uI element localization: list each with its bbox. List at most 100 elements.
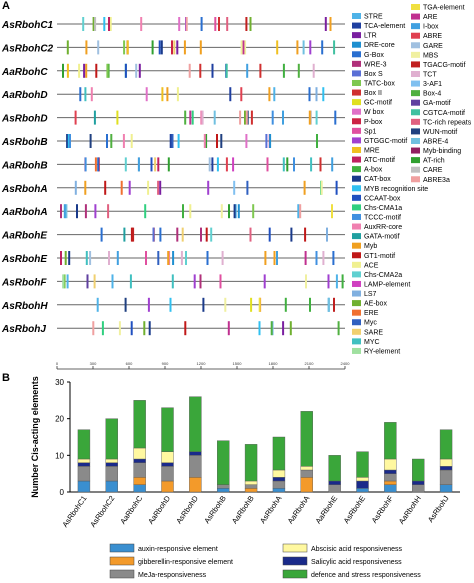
motif-mark <box>309 297 311 312</box>
legend-swatch <box>352 347 361 354</box>
motif-mark <box>185 17 188 31</box>
bar-segment <box>105 458 118 463</box>
motif-mark <box>199 40 202 55</box>
motif-mark <box>184 321 187 336</box>
motif-mark <box>310 157 313 172</box>
motif-mark <box>297 204 300 219</box>
motif-mark <box>160 40 163 55</box>
motif-mark <box>333 40 336 55</box>
legend-label: MeJa-responsiveness <box>138 572 207 579</box>
bar-segment <box>133 484 146 493</box>
legend-label: MYC <box>364 339 380 346</box>
legend-label: CCAAT-box <box>364 195 401 202</box>
x-tick-label: AaRbohD <box>146 494 172 526</box>
legend-swatch <box>352 290 361 297</box>
legend-label: Myb <box>364 243 377 250</box>
motif-mark <box>220 134 223 148</box>
motif-mark <box>290 227 293 242</box>
motif-mark <box>123 40 126 55</box>
motif-mark <box>74 180 77 195</box>
motif-mark <box>191 110 194 125</box>
legend-swatch <box>352 51 361 58</box>
legend-swatch <box>352 271 361 278</box>
x-tick-label: AaRbohH <box>397 494 423 526</box>
bar-segment <box>300 477 313 493</box>
legend-label: AE-box <box>364 301 387 308</box>
motif-mark <box>200 110 203 125</box>
motif-mark <box>180 251 183 265</box>
motif-mark <box>211 63 214 78</box>
bar-segment <box>439 466 453 471</box>
legend-label: Salicylic acid responsiveness <box>311 559 402 566</box>
motif-mark <box>84 157 87 172</box>
motif-mark <box>172 251 175 265</box>
legend-swatch <box>352 261 361 268</box>
bar-segment <box>412 484 425 493</box>
motif-mark <box>169 297 172 312</box>
motif-mark <box>249 17 252 31</box>
bar-segment <box>133 458 146 463</box>
gene-label: AaRbohB <box>1 160 48 171</box>
x-tick-label: AaRbohB <box>230 494 256 525</box>
legend-label: GT1-motif <box>364 253 395 260</box>
motif-mark <box>302 40 305 55</box>
legend-swatch <box>352 194 361 201</box>
legend-label: WRE-3 <box>364 61 387 68</box>
bar-segment <box>439 429 453 460</box>
motif-mark <box>312 63 315 78</box>
x-tick-label: AsRbohC1 <box>60 494 88 529</box>
motif-mark <box>107 63 110 78</box>
motif-mark <box>123 227 126 242</box>
bar-segment <box>356 480 369 489</box>
motif-mark <box>159 180 162 195</box>
x-tick-label: AsRbohB <box>202 494 228 525</box>
legend-label: A-box <box>364 167 383 174</box>
motif-mark <box>189 110 192 125</box>
motif-mark <box>250 110 253 125</box>
motif-mark <box>265 134 268 148</box>
legend-swatch <box>352 60 361 67</box>
x-tick-label: AaRbohC <box>118 494 144 526</box>
motif-mark <box>84 180 87 195</box>
motif-mark <box>62 63 64 78</box>
motif-mark <box>282 63 285 78</box>
motif-mark <box>326 227 328 242</box>
motif-mark <box>74 110 77 125</box>
motif-mark <box>199 63 202 78</box>
legend-swatch <box>352 156 361 163</box>
motif-mark <box>304 251 307 265</box>
motif-mark <box>122 134 125 148</box>
motif-mark <box>273 251 276 265</box>
motif-mark <box>111 274 114 289</box>
motif-mark <box>188 63 191 78</box>
legend-swatch <box>352 108 361 115</box>
motif-mark <box>143 321 146 336</box>
bar-segment <box>244 444 258 482</box>
motif-mark <box>171 40 173 55</box>
legend-label: CARE <box>423 167 443 174</box>
motif-mark <box>273 87 276 102</box>
motif-mark <box>320 180 323 195</box>
motif-mark <box>157 180 160 195</box>
gene-label: AaRbohC <box>1 67 48 78</box>
legend-label: ERE <box>364 310 379 317</box>
motif-mark <box>200 17 203 31</box>
motif-mark <box>145 251 147 265</box>
bar-segment <box>300 466 313 471</box>
motif-mark <box>60 204 62 219</box>
legend-label: Box-4 <box>423 91 441 98</box>
position-tick-label: 2400 <box>341 361 351 366</box>
motif-mark <box>321 40 324 55</box>
motif-mark <box>184 110 187 125</box>
position-tick-label: 600 <box>126 361 133 366</box>
bar-segment <box>244 484 258 489</box>
legend-swatch <box>352 32 361 39</box>
bar-segment <box>384 458 397 471</box>
motif-mark <box>332 251 335 265</box>
legend-swatch <box>352 13 361 19</box>
motif-mark <box>93 274 96 289</box>
motif-mark <box>90 87 93 102</box>
motif-mark <box>293 157 295 172</box>
gene-label: AaRbohD <box>1 90 48 101</box>
motif-mark <box>138 63 141 78</box>
